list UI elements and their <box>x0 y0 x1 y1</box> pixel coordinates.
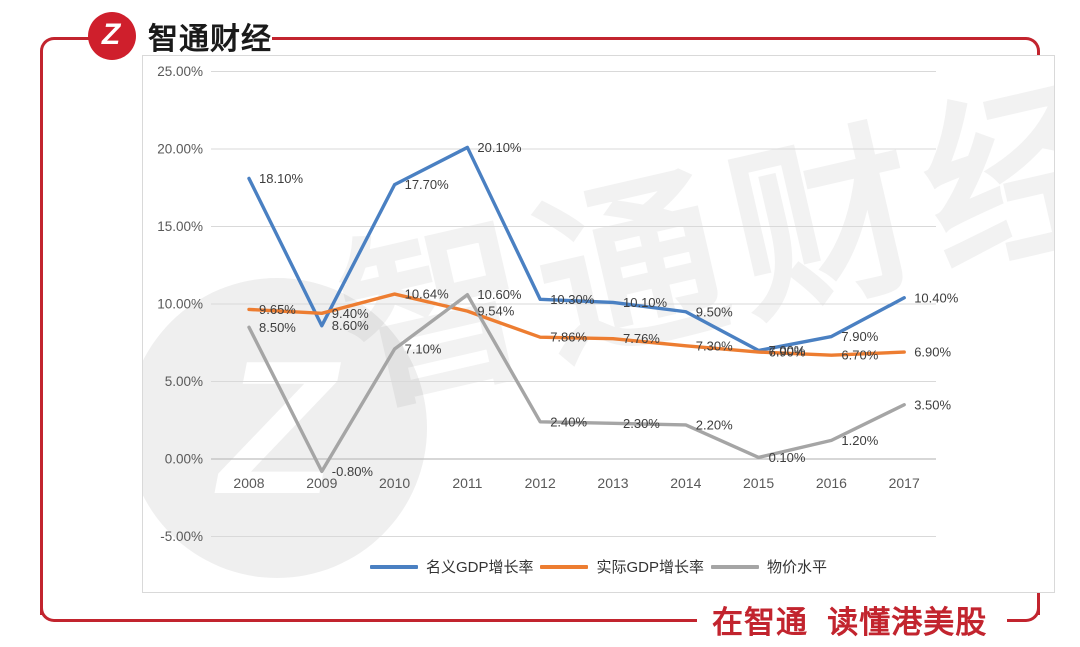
data-label: 9.50% <box>696 304 733 319</box>
x-tick-label: 2008 <box>233 475 264 491</box>
frame-bottom-left <box>40 603 697 622</box>
data-label: 10.64% <box>405 287 450 302</box>
x-tick-label: 2014 <box>670 475 701 491</box>
data-label: 6.90% <box>769 345 806 360</box>
x-tick-label: 2009 <box>306 475 337 491</box>
data-label: 8.60% <box>332 318 369 333</box>
data-label: 2.20% <box>696 417 733 432</box>
data-label: 7.86% <box>550 330 587 345</box>
y-tick-label: 0.00% <box>165 452 203 467</box>
zhitong-logo-icon: Z <box>88 12 136 60</box>
legend-label: 物价水平 <box>767 559 828 576</box>
data-label: 18.10% <box>259 171 304 186</box>
y-tick-label: 15.00% <box>157 219 203 234</box>
series-line-0 <box>247 145 906 353</box>
legend-item: 实际GDP增长率 <box>540 556 704 577</box>
data-label: 9.40% <box>332 306 369 321</box>
data-label: 9.54% <box>477 304 514 319</box>
data-label: 2.40% <box>550 414 587 429</box>
frame-bottom-right <box>1007 603 1040 622</box>
x-tick-label: 2010 <box>379 475 410 491</box>
legend-item: 名义GDP增长率 <box>369 556 534 577</box>
y-tick-label: 10.00% <box>157 297 203 312</box>
series-line-2 <box>247 292 906 474</box>
data-label: 7.10% <box>405 341 442 356</box>
x-tick-label: 2013 <box>597 475 628 491</box>
data-label: -0.80% <box>332 464 374 479</box>
x-tick-label: 2016 <box>816 475 847 491</box>
footer-slogan: 在智通 读懂港美股 <box>712 605 988 640</box>
data-label: 20.10% <box>477 140 522 155</box>
logo-glyph: Z <box>101 18 121 51</box>
y-tick-label: 5.00% <box>165 374 203 389</box>
data-label: 0.10% <box>769 450 806 465</box>
y-tick-label: 20.00% <box>157 142 203 157</box>
y-tick-label: 25.00% <box>157 64 203 79</box>
x-tick-label: 2012 <box>525 475 556 491</box>
data-label: 17.70% <box>405 177 450 192</box>
data-label: 6.70% <box>841 348 878 363</box>
legend-swatch-icon <box>369 564 418 569</box>
frame-top-left <box>40 37 103 615</box>
x-tick-label: 2017 <box>889 475 920 491</box>
x-tick-label: 2011 <box>452 475 482 491</box>
brand-name: 智通财经 <box>148 23 272 56</box>
data-label: 7.90% <box>841 329 878 344</box>
x-tick-label: 2015 <box>743 475 774 491</box>
data-label: 7.76% <box>623 331 660 346</box>
data-label: 10.60% <box>477 287 522 302</box>
data-label: 9.65% <box>259 302 296 317</box>
chart-panel: Z 智通财经 25.00% 20.00% 15.00% 10.00% 5.00% 0.00… <box>142 55 1055 593</box>
data-label: 2.30% <box>623 416 660 431</box>
line-chart: 25.00% 20.00% 15.00% 10.00% 5.00% 0.00% -5.00%… <box>157 64 959 544</box>
data-label: 6.90% <box>914 345 951 360</box>
legend-swatch-icon <box>711 564 759 569</box>
data-label: 7.00% <box>769 343 806 358</box>
data-label: 10.10% <box>623 295 668 310</box>
data-label: 1.20% <box>841 433 878 448</box>
legend-label: 名义GDP增长率 <box>425 559 534 576</box>
watermark-logo-icon: Z <box>143 278 427 578</box>
data-label: 7.30% <box>696 338 733 353</box>
brand-header: Z 智通财经 <box>88 12 272 60</box>
data-label: 10.30% <box>550 292 595 307</box>
data-label: 8.50% <box>259 320 296 335</box>
y-tick-label: -5.00% <box>160 529 203 544</box>
data-label: 10.40% <box>914 290 959 305</box>
legend-swatch-icon <box>540 564 589 569</box>
legend-label: 实际GDP增长率 <box>596 559 704 576</box>
watermark-logo-glyph: Z <box>218 322 336 534</box>
legend-item: 物价水平 <box>711 556 827 577</box>
series-line-1 <box>247 292 906 357</box>
chart-legend: 名义GDP增长率 实际GDP增长率 物价水平 <box>143 556 1054 577</box>
data-label: 3.50% <box>914 397 951 412</box>
